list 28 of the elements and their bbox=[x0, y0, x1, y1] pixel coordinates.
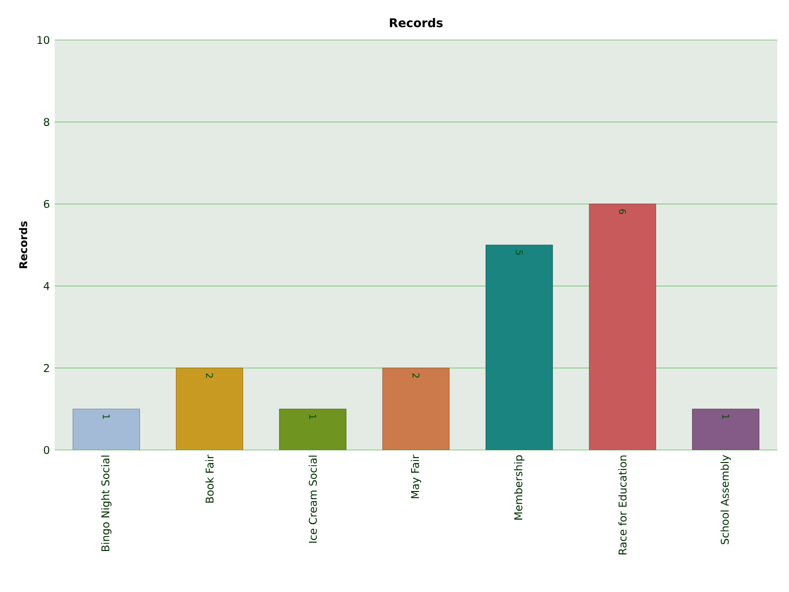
x-tick-label: Ice Cream Social bbox=[308, 456, 317, 543]
bar bbox=[588, 204, 656, 450]
bar bbox=[382, 368, 450, 450]
data-label: 1 bbox=[102, 414, 110, 419]
data-label: 6 bbox=[618, 209, 626, 214]
x-tick-label: May Fair bbox=[410, 454, 422, 498]
x-tick-label: School Assembly bbox=[720, 455, 731, 544]
y-tick-label: 8 bbox=[44, 118, 50, 126]
bar bbox=[176, 368, 244, 450]
y-tick-label: 4 bbox=[44, 282, 50, 290]
x-tick-label: Book Fair bbox=[205, 454, 214, 503]
data-label: 5 bbox=[516, 250, 523, 255]
data-label: 1 bbox=[309, 414, 316, 419]
y-tick-label: 10 bbox=[38, 36, 50, 44]
bar bbox=[72, 408, 140, 450]
bar bbox=[279, 408, 346, 450]
y-tick-label: 0 bbox=[44, 446, 50, 454]
y-tick-label: 2 bbox=[44, 364, 49, 372]
chart-title: Records bbox=[390, 18, 443, 28]
y-axis-title: Records bbox=[18, 221, 28, 268]
data-label: 2 bbox=[412, 373, 420, 378]
data-label: 2 bbox=[206, 373, 213, 378]
y-tick-label: 6 bbox=[44, 200, 50, 208]
data-label: 1 bbox=[722, 414, 730, 419]
bar bbox=[692, 408, 760, 450]
x-tick-label: Bingo Night Social bbox=[101, 456, 112, 552]
x-tick-label: Race for Education bbox=[618, 456, 627, 554]
x-tick-label: Membership bbox=[514, 455, 524, 520]
